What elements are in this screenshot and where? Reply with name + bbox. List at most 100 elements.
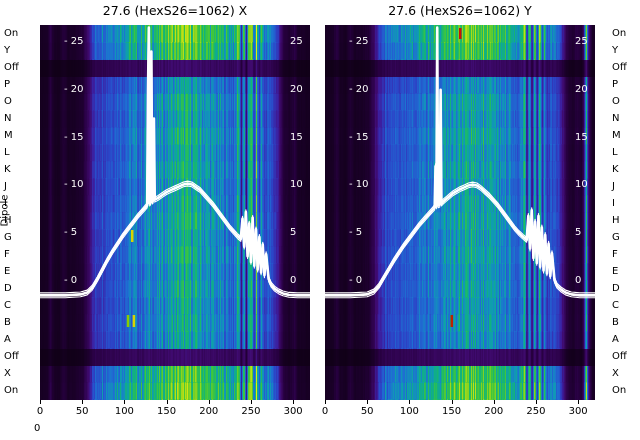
plot-title-y: 27.6 (HexS26=1062) Y xyxy=(388,3,532,18)
x-tickmark xyxy=(367,400,369,404)
x-tickmark xyxy=(451,400,453,404)
x-tick-label: 0 xyxy=(321,406,329,417)
y-tick-label-inner-left: - 20 xyxy=(64,83,84,95)
x-tick-label: 300 xyxy=(283,406,303,417)
row-label-right: G xyxy=(612,232,620,244)
y-tick-label-inner-right: 0 xyxy=(575,275,582,286)
row-label-left: O xyxy=(4,95,12,107)
row-label-left: Off xyxy=(4,61,19,73)
row-label-right: N xyxy=(612,112,620,124)
x-tickmark xyxy=(40,400,41,404)
x-tick-label: 150 xyxy=(157,406,177,417)
y-tick-label-inner-right: 25 xyxy=(575,36,588,47)
row-label-right: B xyxy=(612,317,619,329)
y-tick-label-inner-left: - 20 xyxy=(349,83,369,95)
y-tick-label-inner-right: 20 xyxy=(290,83,303,95)
x-tick-label: 0 xyxy=(36,406,44,417)
x-tick-label: 50 xyxy=(75,406,89,417)
y-tick-label-inner-right: 5 xyxy=(290,227,297,239)
row-label-left: X xyxy=(4,368,11,380)
row-label-left: Y xyxy=(4,44,11,56)
corner-zero-label: 0 xyxy=(34,423,41,434)
x-tickmark xyxy=(578,400,580,404)
row-label-left: G xyxy=(4,232,12,244)
row-label-right: J xyxy=(612,180,615,192)
x-tick-label: 200 xyxy=(199,406,219,417)
row-label-right: K xyxy=(612,163,619,175)
row-label-right: F xyxy=(612,249,618,261)
row-label-right: C xyxy=(612,300,619,312)
row-label-left: K xyxy=(4,163,11,175)
x-tickmark xyxy=(293,400,295,404)
x-tickmark xyxy=(82,400,84,404)
x-tickmark xyxy=(535,400,537,404)
row-label-left: C xyxy=(4,300,11,312)
row-label-left: N xyxy=(4,112,12,124)
y-tick-label-inner-right: 0 xyxy=(290,275,297,286)
row-label-right: X xyxy=(612,368,619,380)
x-tick-label: 50 xyxy=(360,406,374,417)
row-label-left: On xyxy=(4,27,19,39)
y-tick-label-inner-right: 10 xyxy=(290,179,303,191)
x-tick-label: 200 xyxy=(484,406,504,417)
row-label-left: D xyxy=(4,283,12,295)
row-label-left: F xyxy=(4,249,10,261)
plot-title-x: 27.6 (HexS26=1062) X xyxy=(102,3,248,18)
row-label-left: H xyxy=(4,215,12,227)
row-label-right: On xyxy=(612,385,627,397)
row-label-left: A xyxy=(4,334,11,346)
row-label-right: P xyxy=(612,78,619,90)
row-label-left: E xyxy=(4,266,11,278)
x-tickmark xyxy=(124,400,126,404)
y-tick-label-inner-left: - 15 xyxy=(349,131,369,143)
x-tickmark xyxy=(166,400,168,404)
y-tick-label-inner-left: - 25 xyxy=(349,36,369,47)
y-tick-label-inner-left: - 5 xyxy=(64,227,78,239)
row-label-right: A xyxy=(612,334,619,346)
y-tick-label-inner-right: 15 xyxy=(575,131,588,143)
row-label-left: M xyxy=(4,129,13,141)
row-label-right: I xyxy=(612,197,615,209)
row-label-left: B xyxy=(4,317,11,329)
x-tick-label: 300 xyxy=(568,406,588,417)
heatmap-y-plot xyxy=(325,25,595,400)
row-label-left: On xyxy=(4,385,19,397)
heatmap-x-plot xyxy=(40,25,310,400)
row-label-right: Off xyxy=(612,61,627,73)
y-tick-label-inner-right: 20 xyxy=(575,83,588,95)
row-label-right: Y xyxy=(612,44,619,56)
y-tick-label-inner-left: - 25 xyxy=(64,36,84,47)
y-tick-label-inner-left: - 10 xyxy=(64,179,84,191)
row-label-left: P xyxy=(4,78,11,90)
x-tickmark xyxy=(250,400,252,404)
y-tick-label-inner-right: 10 xyxy=(575,179,588,191)
row-label-right: O xyxy=(612,95,620,107)
row-label-right: H xyxy=(612,215,620,227)
x-tickmark xyxy=(493,400,495,404)
row-label-left: I xyxy=(4,197,7,209)
row-label-right: L xyxy=(612,146,618,158)
y-tick-label-inner-left: - 0 xyxy=(64,275,78,286)
y-tick-label-inner-left: - 10 xyxy=(349,179,369,191)
y-tick-label-inner-right: 25 xyxy=(290,36,303,47)
x-tickmark xyxy=(208,400,210,404)
y-tick-label-inner-right: 5 xyxy=(575,227,582,239)
x-tick-label: 150 xyxy=(442,406,462,417)
x-tick-label: 100 xyxy=(399,406,419,417)
x-tick-label: 250 xyxy=(526,406,546,417)
y-tick-label-inner-left: - 5 xyxy=(349,227,363,239)
x-tickmark xyxy=(325,400,326,404)
row-label-right: D xyxy=(612,283,620,295)
row-label-right: E xyxy=(612,266,619,278)
x-tick-label: 250 xyxy=(241,406,261,417)
y-tick-label-inner-right: 15 xyxy=(290,131,303,143)
y-tick-label-inner-left: - 0 xyxy=(349,275,363,286)
x-tickmark xyxy=(409,400,411,404)
y-tick-label-inner-left: - 15 xyxy=(64,131,84,143)
x-tick-label: 100 xyxy=(114,406,134,417)
row-label-right: Off xyxy=(612,351,627,363)
row-label-right: On xyxy=(612,27,627,39)
row-label-left: Off xyxy=(4,351,19,363)
row-label-right: M xyxy=(612,129,621,141)
